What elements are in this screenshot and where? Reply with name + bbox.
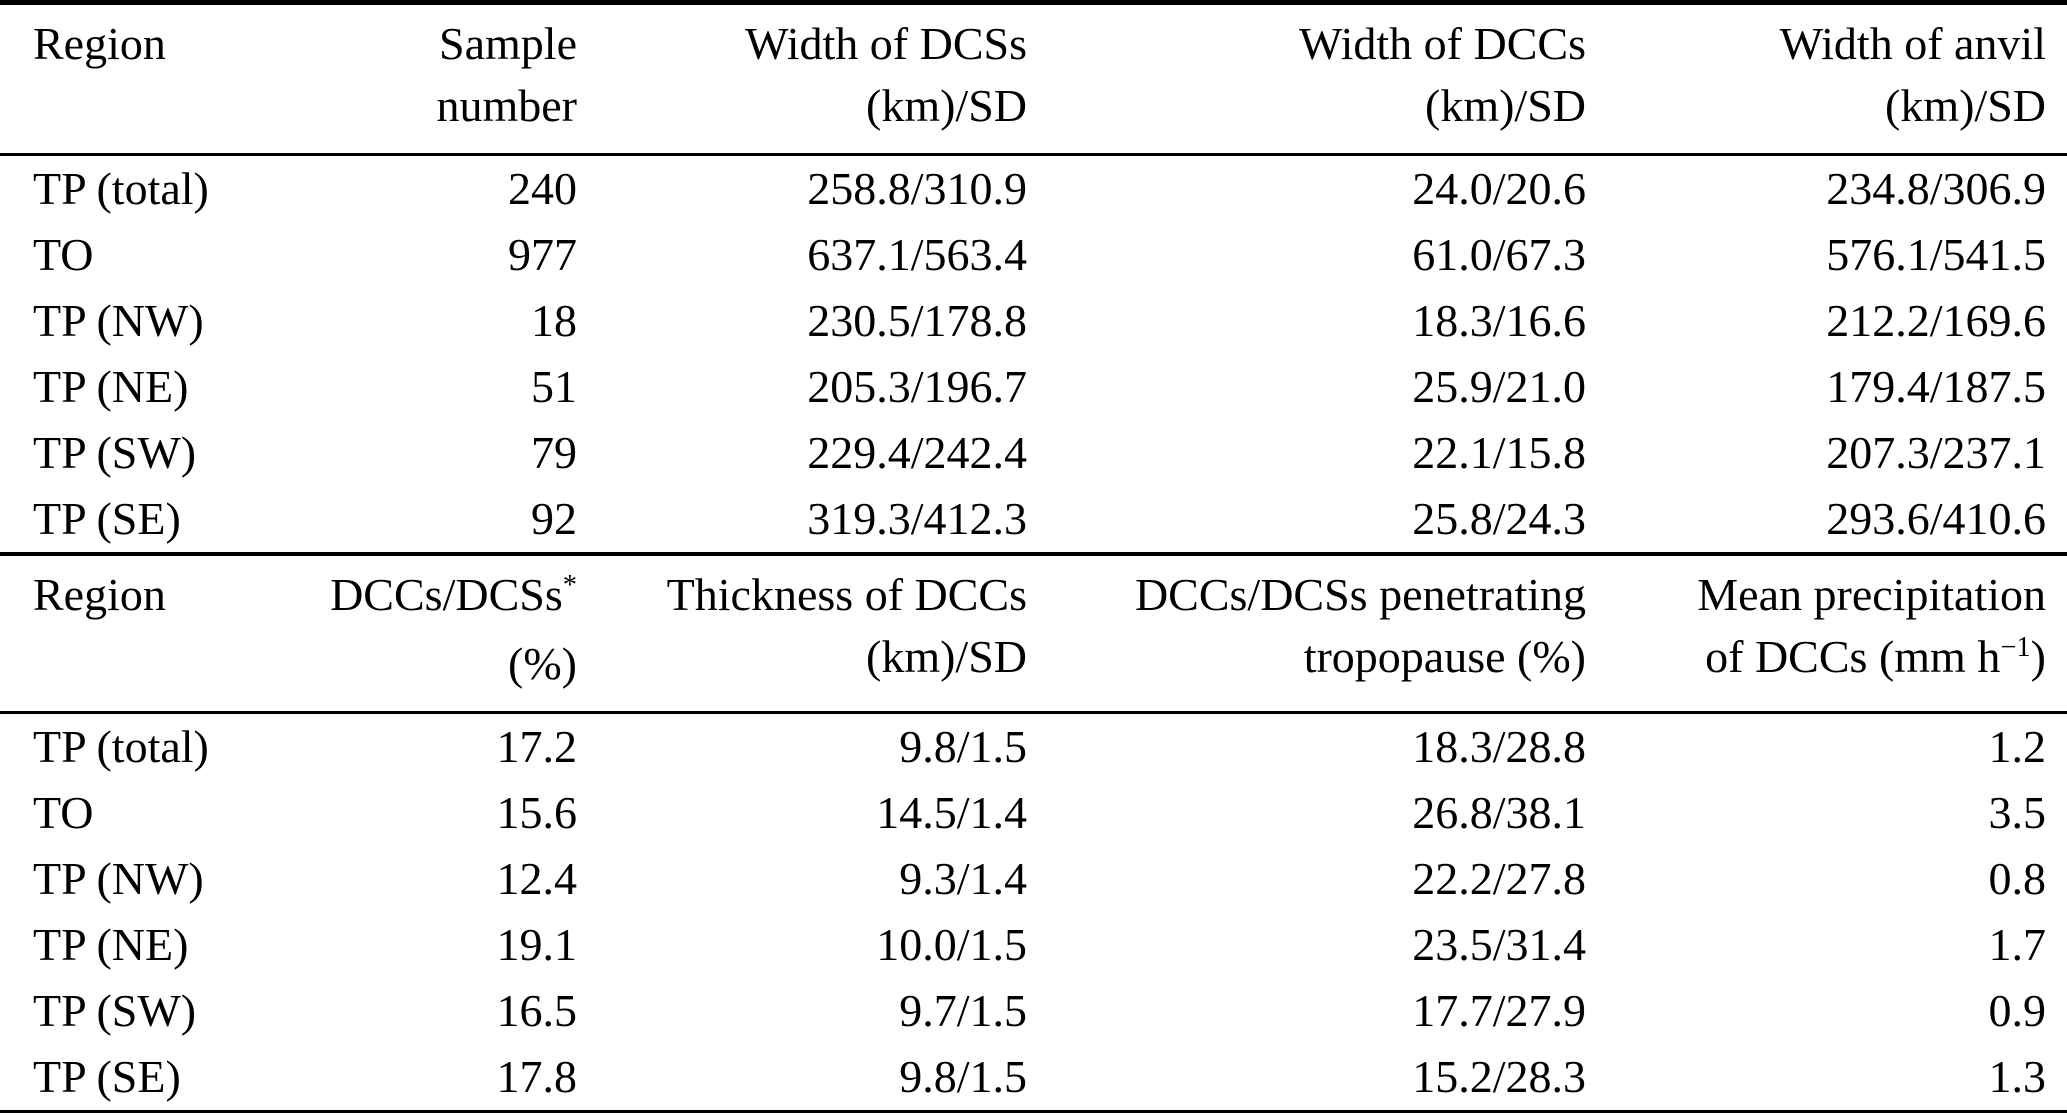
cell-sample: 240	[508, 163, 577, 214]
table-row: TP (NW) 12.4 9.3/1.4 22.2/27.8 0.8	[0, 846, 2067, 912]
cell-ratio: 12.4	[496, 853, 578, 904]
table-row: TP (SW) 16.5 9.7/1.5 17.7/27.9 0.9	[0, 978, 2067, 1044]
cell-width-dccs: 61.0/67.3	[1412, 229, 1586, 280]
header-width-anvil: Width of anvil (km)/SD	[1586, 5, 2067, 156]
cell-width-dccs: 22.1/15.8	[1412, 427, 1586, 478]
cell-region: TP (SE)	[33, 493, 181, 544]
header-width-dccs: Width of DCCs (km)/SD	[1027, 5, 1586, 156]
cell-penetrating: 26.8/38.1	[1412, 787, 1586, 838]
cell-thickness: 9.3/1.4	[899, 853, 1027, 904]
cell-width-dccs: 18.3/16.6	[1412, 295, 1586, 346]
table-row: TP (NE) 19.1 10.0/1.5 23.5/31.4 1.7	[0, 912, 2067, 978]
header-dccs-dcss-ratio: DCCs/DCSs* (%)	[310, 556, 577, 714]
cell-sample: 51	[531, 361, 577, 412]
cell-region: TP (SE)	[33, 1051, 181, 1102]
cell-sample: 18	[531, 295, 577, 346]
asterisk-superscript: *	[562, 570, 577, 602]
cell-width-dcss: 258.8/310.9	[807, 163, 1027, 214]
cell-width-dccs: 25.8/24.3	[1412, 493, 1586, 544]
cell-penetrating: 15.2/28.3	[1412, 1051, 1586, 1102]
header-region: Region	[0, 556, 310, 714]
cell-thickness: 9.8/1.5	[899, 1051, 1027, 1102]
table-row: TP (total) 17.2 9.8/1.5 18.3/28.8 1.2	[0, 714, 2067, 780]
cell-thickness: 9.8/1.5	[899, 721, 1027, 772]
table-row: TP (SE) 92 319.3/412.3 25.8/24.3 293.6/4…	[0, 486, 2067, 552]
cell-region: TO	[33, 229, 94, 280]
cell-width-dcss: 205.3/196.7	[807, 361, 1027, 412]
table-row: TP (total) 240 258.8/310.9 24.0/20.6 234…	[0, 156, 2067, 222]
cell-width-anvil: 207.3/237.1	[1826, 427, 2046, 478]
cell-region: TP (NE)	[33, 919, 189, 970]
table-row: TP (NW) 18 230.5/178.8 18.3/16.6 212.2/1…	[0, 288, 2067, 354]
cell-penetrating: 17.7/27.9	[1412, 985, 1586, 1036]
table-row: TP (NE) 51 205.3/196.7 25.9/21.0 179.4/1…	[0, 354, 2067, 420]
cell-ratio: 19.1	[496, 919, 578, 970]
cell-thickness: 10.0/1.5	[876, 919, 1027, 970]
header-row: Region DCCs/DCSs* (%) Thickness of DCCs …	[0, 556, 2067, 714]
cell-region: TP (SW)	[33, 985, 197, 1036]
cell-region: TP (NE)	[33, 361, 189, 412]
cell-region: TP (SW)	[33, 427, 197, 478]
cell-precip: 3.5	[1988, 787, 2047, 838]
cell-thickness: 9.7/1.5	[899, 985, 1027, 1036]
cell-region: TP (total)	[33, 721, 209, 772]
table-row: TO 15.6 14.5/1.4 26.8/38.1 3.5	[0, 780, 2067, 846]
cell-width-dcss: 319.3/412.3	[807, 493, 1027, 544]
cell-width-dcss: 230.5/178.8	[807, 295, 1027, 346]
cell-width-dccs: 24.0/20.6	[1412, 163, 1586, 214]
header-region: Region	[0, 5, 310, 156]
cell-region: TP (total)	[33, 163, 209, 214]
cell-sample: 79	[531, 427, 577, 478]
header-penetrating-tropopause: DCCs/DCSs penetrating tropopause (%)	[1027, 556, 1586, 714]
cell-precip: 1.7	[1988, 919, 2047, 970]
cell-width-dcss: 637.1/563.4	[807, 229, 1027, 280]
cell-region: TP (NW)	[33, 853, 204, 904]
cell-width-anvil: 179.4/187.5	[1826, 361, 2046, 412]
cell-penetrating: 22.2/27.8	[1412, 853, 1586, 904]
cell-precip: 0.9	[1988, 985, 2047, 1036]
table-widths: Region Sample number Width of DCSs (km)/…	[0, 0, 2067, 552]
cell-precip: 0.8	[1988, 853, 2047, 904]
cell-width-dcss: 229.4/242.4	[807, 427, 1027, 478]
cell-width-anvil: 293.6/410.6	[1826, 493, 2046, 544]
cell-region: TP (NW)	[33, 295, 204, 346]
cell-width-anvil: 212.2/169.6	[1826, 295, 2046, 346]
cell-ratio: 17.8	[496, 1051, 578, 1102]
cell-width-dccs: 25.9/21.0	[1412, 361, 1586, 412]
cell-sample: 977	[508, 229, 577, 280]
cell-precip: 1.2	[1988, 721, 2047, 772]
header-width-dcss: Width of DCSs (km)/SD	[577, 5, 1027, 156]
cell-ratio: 15.6	[496, 787, 578, 838]
header-sample-number: Sample number	[310, 5, 577, 156]
table-row: TP (SE) 17.8 9.8/1.5 15.2/28.3 1.3	[0, 1044, 2067, 1110]
table-properties: Region DCCs/DCSs* (%) Thickness of DCCs …	[0, 552, 2067, 1113]
header-row: Region Sample number Width of DCSs (km)/…	[0, 5, 2067, 156]
cell-ratio: 17.2	[496, 721, 578, 772]
cell-thickness: 14.5/1.4	[876, 787, 1027, 838]
table-row: TP (SW) 79 229.4/242.4 22.1/15.8 207.3/2…	[0, 420, 2067, 486]
cell-ratio: 16.5	[496, 985, 578, 1036]
table-row: TO 977 637.1/563.4 61.0/67.3 576.1/541.5	[0, 222, 2067, 288]
header-mean-precipitation: Mean precipitation of DCCs (mm h−1)	[1586, 556, 2067, 714]
cell-sample: 92	[531, 493, 577, 544]
cell-precip: 1.3	[1988, 1051, 2047, 1102]
exponent-superscript: −1	[2000, 632, 2031, 664]
cell-penetrating: 18.3/28.8	[1412, 721, 1586, 772]
cell-width-anvil: 234.8/306.9	[1826, 163, 2046, 214]
cell-region: TO	[33, 787, 94, 838]
header-thickness-dccs: Thickness of DCCs (km)/SD	[577, 556, 1027, 714]
cell-penetrating: 23.5/31.4	[1412, 919, 1586, 970]
cell-width-anvil: 576.1/541.5	[1826, 229, 2046, 280]
